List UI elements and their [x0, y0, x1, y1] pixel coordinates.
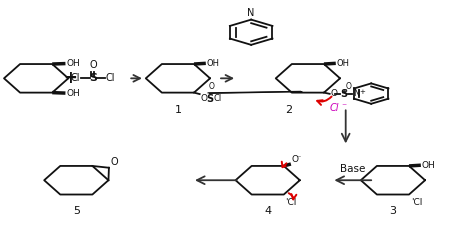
Text: 5: 5 [73, 206, 80, 216]
Text: S: S [340, 89, 347, 99]
Text: O: O [330, 89, 337, 98]
Text: 4: 4 [264, 206, 271, 216]
Text: OH: OH [422, 161, 436, 170]
Text: +: + [359, 89, 365, 95]
Text: O: O [345, 82, 351, 91]
Text: OH: OH [66, 89, 80, 98]
Text: Cl: Cl [329, 102, 338, 112]
Text: ⁻: ⁻ [297, 153, 301, 162]
Text: N: N [353, 89, 360, 98]
Text: Base: Base [340, 164, 365, 174]
Text: N: N [247, 8, 255, 18]
Text: OH: OH [337, 59, 350, 68]
Text: 'Cl: 'Cl [411, 198, 423, 207]
Text: Cl: Cl [214, 94, 222, 103]
Text: Cl: Cl [106, 73, 115, 83]
Text: 'Cl: 'Cl [285, 198, 297, 207]
Text: 3: 3 [390, 206, 396, 216]
Text: ⁻: ⁻ [341, 102, 346, 112]
Text: O: O [111, 157, 118, 167]
Text: Cl: Cl [71, 73, 80, 83]
Text: 1: 1 [174, 104, 182, 114]
Text: OH: OH [207, 59, 220, 68]
Text: S: S [206, 94, 213, 104]
Text: S: S [89, 73, 97, 83]
Text: O: O [292, 154, 299, 163]
Text: 2: 2 [285, 104, 292, 114]
Text: +: + [64, 69, 78, 87]
Text: O: O [200, 94, 207, 103]
Text: O: O [89, 60, 97, 70]
Text: O: O [209, 82, 215, 92]
Text: OH: OH [66, 59, 80, 68]
